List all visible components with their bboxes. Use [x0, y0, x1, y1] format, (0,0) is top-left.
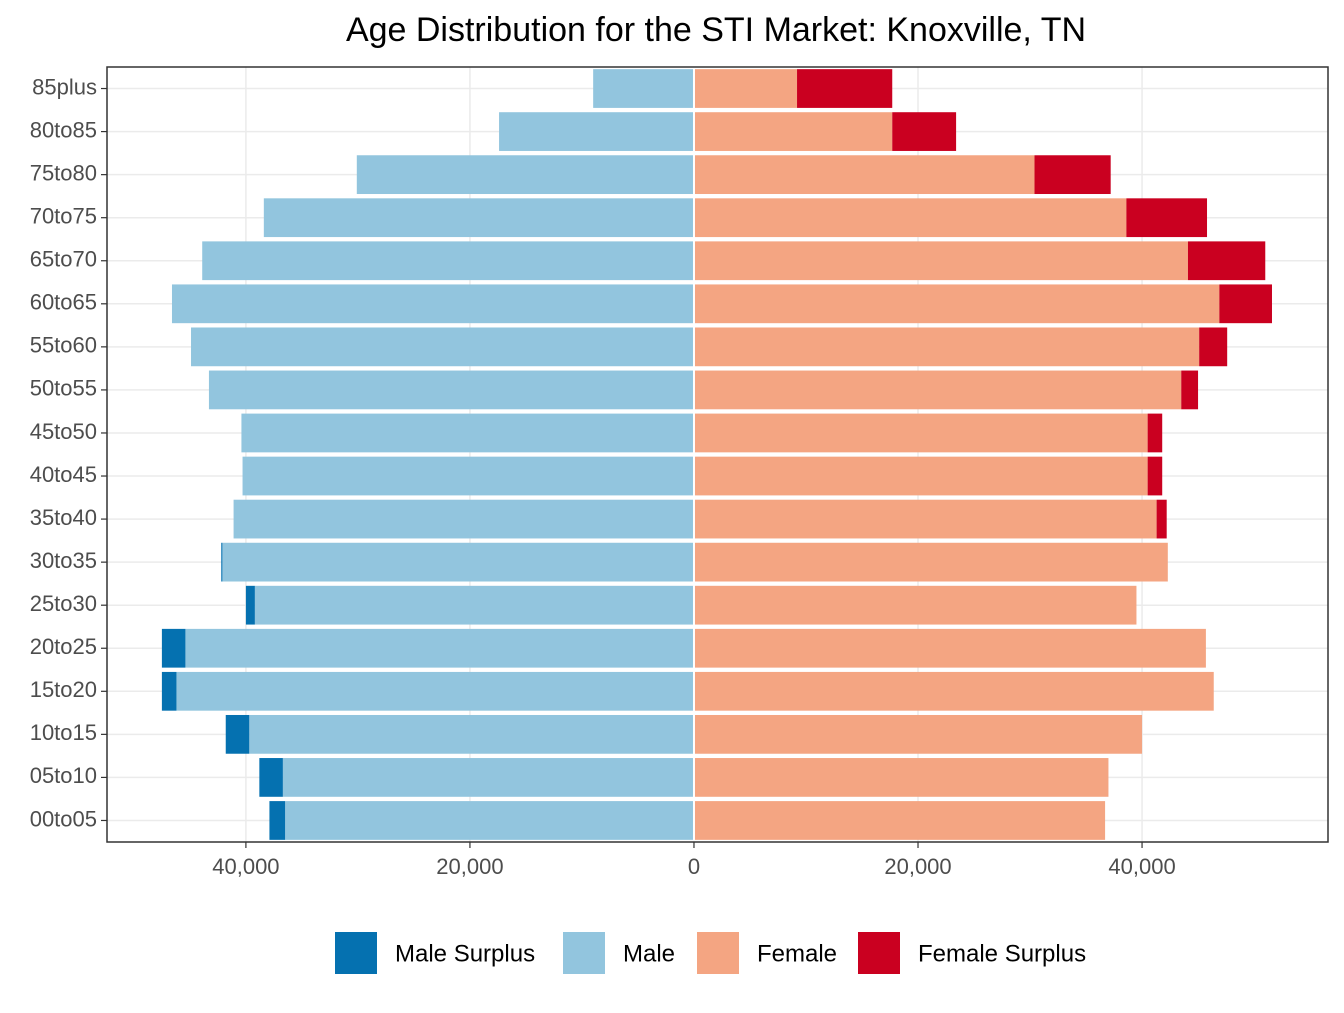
x-tick-label: 0 [688, 854, 700, 879]
bar [356, 155, 694, 195]
bar [242, 456, 694, 496]
y-tick-label: 40to45 [30, 462, 97, 487]
y-tick-label: 05to10 [30, 763, 97, 788]
bar [693, 456, 1148, 496]
bar [693, 758, 1109, 797]
bar [693, 241, 1188, 281]
bar [797, 69, 893, 108]
bar [1156, 499, 1167, 539]
bar [693, 801, 1106, 840]
y-tick-label: 25to30 [30, 591, 97, 616]
y-tick-label: 75to80 [30, 160, 97, 185]
bar [241, 413, 694, 453]
bar [176, 671, 694, 711]
y-tick-label: 60to65 [30, 290, 97, 315]
bar [1181, 370, 1199, 410]
bar [161, 628, 186, 668]
bar [222, 542, 694, 582]
legend-label: Female Surplus [918, 940, 1086, 967]
bar [593, 69, 694, 108]
bar [254, 585, 694, 625]
bar [892, 112, 957, 151]
bar [269, 801, 286, 840]
bar [161, 671, 177, 711]
bar [693, 112, 893, 151]
y-tick-label: 70to75 [30, 204, 97, 229]
plot-border [106, 66, 1329, 843]
bar [1147, 413, 1163, 453]
bar [1147, 456, 1163, 496]
bar [693, 542, 1168, 582]
bar [693, 499, 1157, 539]
y-tick-label: 20to25 [30, 634, 97, 659]
legend-label: Male Surplus [395, 940, 535, 967]
bar [1219, 284, 1272, 324]
bar [1126, 198, 1208, 238]
y-tick-label: 80to85 [30, 117, 97, 142]
y-tick-label: 85plus [32, 74, 97, 99]
y-tick-label: 30to35 [30, 548, 97, 573]
y-tick-label: 65to70 [30, 247, 97, 272]
bar [249, 714, 694, 754]
bar [221, 542, 223, 582]
bar [282, 758, 694, 797]
bar [202, 241, 694, 281]
bar [233, 499, 694, 539]
y-tick-label: 45to50 [30, 419, 97, 444]
bar [191, 327, 694, 367]
y-tick-label: 50to55 [30, 376, 97, 401]
bar [499, 112, 694, 151]
bar [693, 413, 1148, 453]
y-tick-label: 00to05 [30, 806, 97, 831]
legend-label: Male [623, 940, 675, 967]
x-tick-label: 40,000 [212, 854, 279, 879]
bar [693, 327, 1200, 367]
bar [208, 370, 694, 410]
bar [1034, 155, 1111, 195]
bar [693, 585, 1137, 625]
legend-swatch [563, 932, 605, 974]
bar [693, 69, 798, 108]
bar [259, 758, 283, 797]
bar [1199, 327, 1228, 367]
legend-swatch [335, 932, 377, 974]
bar [171, 284, 694, 324]
chart-title: Age Distribution for the STI Market: Kno… [346, 11, 1086, 49]
bar [693, 714, 1143, 754]
x-tick-label: 20,000 [436, 854, 503, 879]
bar [225, 714, 250, 754]
bar [693, 370, 1182, 410]
bar [285, 801, 694, 840]
y-tick-label: 15to20 [30, 677, 97, 702]
bar [693, 284, 1220, 324]
bar [245, 585, 255, 625]
y-tick-label: 35to40 [30, 505, 97, 530]
bar [693, 628, 1206, 668]
bar [693, 671, 1214, 711]
y-tick-label: 10to15 [30, 720, 97, 745]
legend-swatch [858, 932, 900, 974]
bar [1187, 241, 1266, 281]
bar [693, 155, 1035, 195]
legend-swatch [697, 932, 739, 974]
bar [693, 198, 1127, 238]
legend-label: Female [757, 940, 837, 967]
bar [263, 198, 694, 238]
y-tick-label: 55to60 [30, 333, 97, 358]
x-tick-label: 40,000 [1108, 854, 1175, 879]
x-tick-label: 20,000 [884, 854, 951, 879]
bar [185, 628, 694, 668]
